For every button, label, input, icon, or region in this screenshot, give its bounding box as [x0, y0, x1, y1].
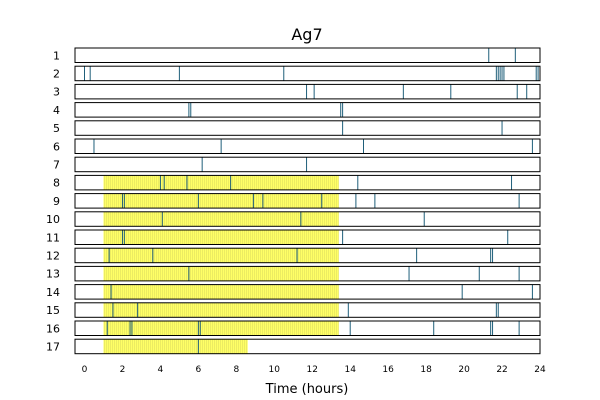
highlight-span [103, 193, 339, 209]
row-label: 3 [53, 86, 60, 99]
x-tick-label: 16 [382, 365, 394, 375]
x-tick-label: 24 [534, 365, 546, 375]
raster-row: 12 [46, 247, 541, 264]
highlight-span [103, 248, 339, 263]
x-tick-label: 20 [458, 365, 470, 375]
raster-row: 17 [46, 338, 541, 355]
row-label: 5 [53, 122, 60, 135]
raster-row: 2 [53, 65, 541, 82]
row-frame [74, 302, 541, 318]
row-frame [74, 120, 541, 136]
raster-row: 13 [46, 265, 541, 282]
highlight-span [103, 211, 339, 227]
row-label: 15 [46, 304, 60, 317]
row-frame [74, 320, 541, 336]
x-axis-ticks: 0 2 4 6 8 10 12 14 16 18 20 22 24 [82, 365, 546, 375]
row-frame [74, 229, 541, 245]
raster-row: 16 [46, 320, 541, 336]
x-tick-label: 10 [269, 365, 281, 375]
x-tick-label: 2 [120, 365, 126, 375]
raster-row: 7 [53, 156, 541, 173]
row-label: 6 [53, 140, 60, 153]
raster-row: 15 [46, 302, 541, 318]
raster-row: 1 [53, 47, 541, 63]
row-label: 14 [46, 286, 60, 299]
highlight-span [103, 175, 339, 190]
row-label: 9 [53, 195, 60, 208]
x-tick-label: 0 [82, 365, 88, 375]
row-label: 13 [46, 268, 60, 281]
raster-row: 9 [53, 193, 541, 209]
raster-row: 14 [46, 284, 541, 300]
x-axis-label: Time (hours) [265, 382, 349, 397]
x-tick-label: 12 [307, 365, 318, 375]
raster-row: 5 [53, 120, 541, 136]
row-frame [74, 338, 541, 355]
row-frame [74, 211, 541, 227]
row-label: 7 [53, 158, 60, 171]
row-frame [74, 284, 541, 300]
highlight-span [103, 230, 339, 245]
x-tick-label: 6 [196, 365, 202, 375]
raster-row: 4 [53, 102, 541, 118]
row-label: 8 [53, 177, 60, 190]
row-label: 16 [46, 322, 60, 335]
x-tick-label: 8 [233, 365, 239, 375]
raster-row: 3 [53, 83, 541, 100]
row-label: 17 [46, 340, 60, 353]
raster-row: 6 [53, 138, 541, 154]
highlight-span [103, 266, 339, 281]
x-tick-label: 22 [496, 365, 507, 375]
chart-title: Ag7 [291, 25, 322, 44]
row-frame [74, 174, 541, 191]
row-frame [74, 47, 541, 63]
row-frame [74, 247, 541, 264]
x-tick-label: 14 [344, 365, 356, 375]
highlight-span [103, 302, 339, 318]
x-tick-label: 18 [420, 365, 432, 375]
row-frame [74, 156, 541, 173]
raster-row: 10 [46, 211, 541, 227]
row-label: 4 [53, 104, 60, 117]
row-frame [74, 102, 541, 118]
row-label: 11 [46, 231, 60, 244]
row-label: 1 [53, 49, 60, 62]
raster-row: 11 [46, 229, 541, 245]
row-frame [74, 83, 541, 100]
row-frame [74, 65, 541, 82]
row-frame [74, 193, 541, 209]
row-label: 12 [46, 249, 60, 262]
row-frame [74, 265, 541, 282]
row-frame [74, 138, 541, 154]
row-label: 10 [46, 213, 60, 226]
highlight-span [103, 339, 248, 354]
x-tick-label: 4 [158, 365, 164, 375]
highlight-span [103, 321, 339, 336]
highlight-span [103, 284, 339, 300]
raster-row: 8 [53, 174, 541, 191]
row-label: 2 [53, 67, 60, 80]
